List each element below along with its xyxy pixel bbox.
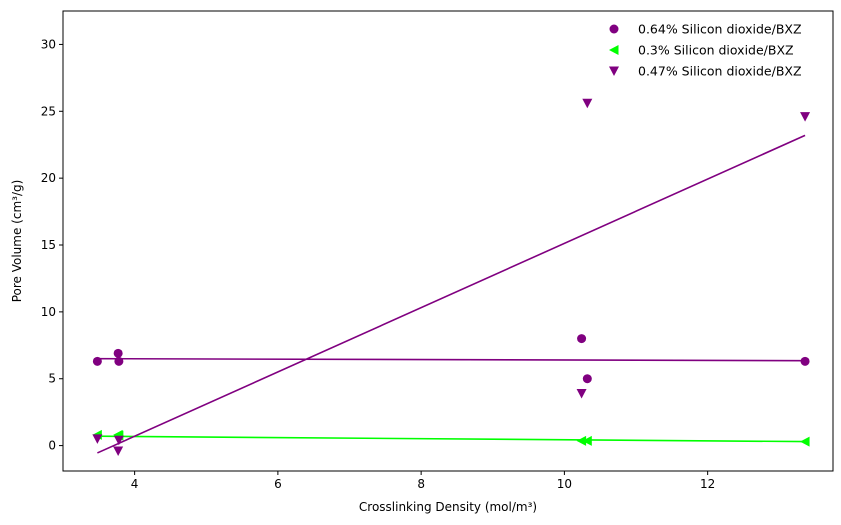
trend-line — [97, 134, 806, 454]
legend-marker — [609, 66, 619, 76]
legend-label: 0.64% Silicon dioxide/BXZ — [638, 22, 802, 37]
legend-item: 0.3% Silicon dioxide/BXZ — [609, 43, 794, 58]
data-point — [113, 435, 124, 446]
data-point — [92, 434, 103, 444]
y-tick-label: 30 — [41, 37, 56, 51]
y-axis-label: Pore Volume (cm³/g) — [10, 180, 24, 303]
legend-label: 0.47% Silicon dioxide/BXZ — [638, 64, 802, 79]
data-point — [113, 446, 124, 456]
y-tick-label: 0 — [48, 439, 56, 453]
axes: 4 6 8 10 12 0 5 10 15 20 25 30 — [41, 37, 716, 491]
legend-label: 0.3% Silicon dioxide/BXZ — [638, 43, 794, 58]
data-point — [576, 388, 587, 399]
x-tick-label: 6 — [274, 477, 282, 491]
y-tick-label: 5 — [48, 372, 56, 386]
data-point — [577, 334, 587, 344]
data-point — [582, 435, 592, 446]
data-point — [582, 374, 592, 384]
plot-frame — [62, 10, 834, 472]
legend-item: 0.64% Silicon dioxide/BXZ — [609, 22, 802, 37]
x-tick-label: 12 — [700, 477, 715, 491]
data-point — [800, 356, 810, 366]
series-2 — [92, 429, 810, 447]
legend-marker — [609, 45, 619, 55]
series-1 — [92, 334, 810, 384]
x-tick-label: 4 — [131, 477, 139, 491]
x-axis-label: Crosslinking Density (mol/m³) — [359, 500, 537, 514]
legend-item: 0.47% Silicon dioxide/BXZ — [609, 64, 802, 79]
legend: 0.64% Silicon dioxide/BXZ 0.3% Silicon di… — [609, 22, 802, 79]
x-tick-label: 10 — [557, 477, 572, 491]
data-point — [800, 112, 811, 122]
y-tick-label: 10 — [41, 305, 56, 319]
data-point — [582, 98, 593, 109]
trend-line — [97, 357, 806, 362]
data-point — [113, 348, 123, 358]
data-point — [576, 435, 587, 446]
trend-line — [97, 435, 806, 443]
legend-marker — [609, 24, 619, 34]
y-tick-label: 15 — [41, 238, 56, 252]
x-tick-label: 8 — [417, 477, 425, 491]
y-tick-label: 25 — [41, 104, 56, 118]
series-3 — [92, 98, 811, 456]
plot-area — [92, 98, 811, 456]
y-tick-label: 20 — [41, 171, 56, 185]
